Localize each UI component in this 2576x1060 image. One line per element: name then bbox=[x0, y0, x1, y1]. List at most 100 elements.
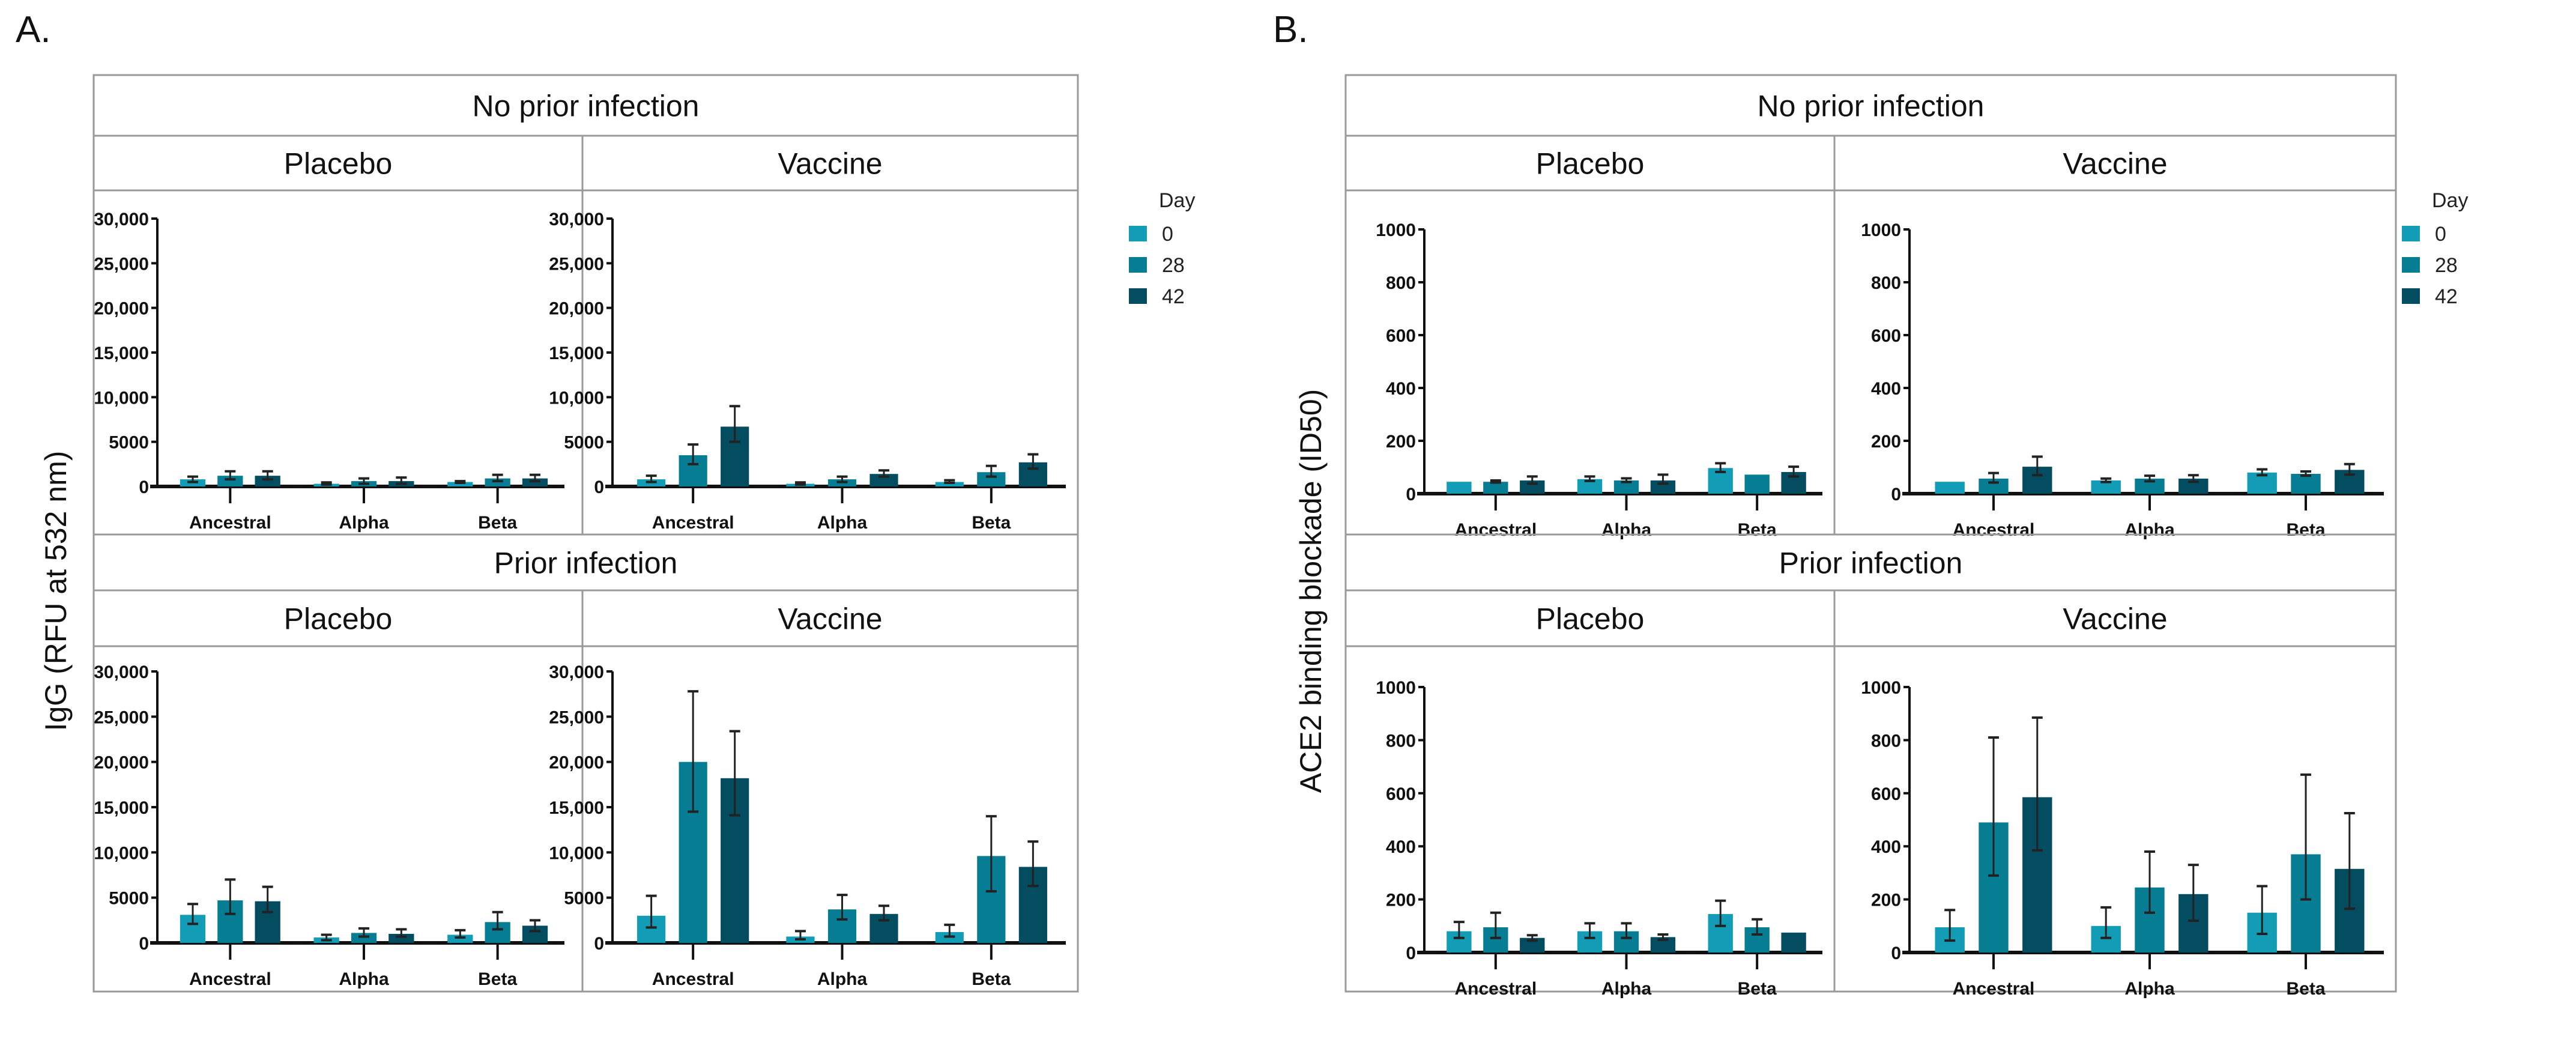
row-strip-title: No prior infection bbox=[473, 89, 700, 123]
y-tick-label: 20,000 bbox=[549, 753, 604, 773]
legend-label: 42 bbox=[2435, 285, 2458, 308]
x-tick-label: Beta bbox=[1738, 520, 1777, 540]
y-tick-label: 0 bbox=[1891, 485, 1901, 504]
y-tick-label: 25,000 bbox=[94, 707, 149, 727]
bar-day-28 bbox=[217, 476, 243, 486]
y-tick-label: 1000 bbox=[1376, 220, 1416, 240]
y-tick-label: 600 bbox=[1871, 326, 1901, 346]
legend-swatch bbox=[2402, 226, 2420, 241]
y-tick-label: 0 bbox=[594, 477, 604, 497]
x-tick-label: Ancestral bbox=[189, 969, 271, 989]
facet-border bbox=[92, 74, 1079, 993]
y-tick-label: 30,000 bbox=[94, 662, 149, 682]
facet-panel: Placebo 0 200 400 600 800 1000 Ancestral Alpha Be… bbox=[1376, 602, 1822, 999]
y-tick-label: 15,000 bbox=[549, 798, 604, 818]
x-tick-label: Alpha bbox=[339, 969, 389, 989]
y-tick-label: 800 bbox=[1871, 731, 1901, 751]
x-tick-label: Beta bbox=[2286, 520, 2325, 540]
x-tick-label: Ancestral bbox=[1454, 979, 1537, 999]
x-tick-label: Ancestral bbox=[189, 513, 271, 533]
facet-panel: Vaccine 0 200 400 600 800 1000 Ancestral Alpha Be… bbox=[1861, 602, 2384, 999]
y-tick-label: 10,000 bbox=[549, 388, 604, 408]
row-strip-title: No prior infection bbox=[1758, 89, 1985, 123]
y-tick-label: 800 bbox=[1871, 273, 1901, 293]
y-tick-label: 5000 bbox=[564, 889, 604, 909]
legend-swatch bbox=[2402, 288, 2420, 304]
column-strip-title: Placebo bbox=[284, 147, 393, 181]
y-tick-label: 0 bbox=[139, 477, 149, 497]
y-tick-label: 15,000 bbox=[549, 344, 604, 363]
legend-label: 42 bbox=[1162, 285, 1185, 308]
y-tick-label: 0 bbox=[1406, 485, 1416, 504]
y-tick-label: 600 bbox=[1386, 326, 1416, 346]
y-tick-label: 0 bbox=[139, 934, 149, 954]
legend-swatch bbox=[1129, 257, 1147, 273]
y-tick-label: 1000 bbox=[1861, 220, 1901, 240]
y-tick-label: 400 bbox=[1871, 837, 1901, 857]
y-axis-label: ACE2 binding blockade (ID50) bbox=[1294, 389, 1328, 793]
y-tick-label: 5000 bbox=[564, 433, 604, 453]
y-tick-label: 1000 bbox=[1376, 678, 1416, 698]
y-tick-label: 800 bbox=[1386, 731, 1416, 751]
bar-day-0 bbox=[1935, 482, 1965, 494]
column-strip-title: Vaccine bbox=[778, 147, 882, 181]
y-tick-label: 15,000 bbox=[94, 798, 149, 818]
y-tick-label: 10,000 bbox=[94, 843, 149, 863]
facet-panel: Vaccine 0 200 400 600 800 1000 Ancestral Alpha Be… bbox=[1861, 147, 2384, 540]
legend-title: Day bbox=[2432, 189, 2468, 212]
bar-day-28 bbox=[485, 478, 510, 486]
bar-day-42 bbox=[1781, 932, 1806, 952]
bar-day-28 bbox=[2291, 474, 2321, 494]
y-tick-label: 400 bbox=[1386, 837, 1416, 857]
legend: Day 0 28 42 bbox=[1129, 189, 1195, 308]
x-tick-label: Ancestral bbox=[1454, 520, 1537, 540]
y-tick-label: 200 bbox=[1871, 432, 1901, 452]
y-tick-label: 20,000 bbox=[94, 299, 149, 319]
x-tick-label: Alpha bbox=[2124, 520, 2175, 540]
bar-day-0 bbox=[447, 934, 473, 943]
column-strip-title: Vaccine bbox=[2063, 147, 2167, 181]
y-tick-label: 30,000 bbox=[549, 662, 604, 682]
y-tick-label: 0 bbox=[594, 934, 604, 954]
x-tick-label: Alpha bbox=[2124, 979, 2175, 999]
facet-panel: Placebo 0 5000 10,000 15,000 20,000 25,000 30,0… bbox=[94, 602, 564, 989]
row-strip-title: Prior infection bbox=[494, 547, 678, 580]
y-tick-label: 30,000 bbox=[94, 210, 149, 229]
legend-swatch bbox=[1129, 288, 1147, 304]
facet-panel: Vaccine 0 5000 10,000 15,000 20,000 25,000 30,0… bbox=[549, 602, 1066, 989]
y-tick-label: 200 bbox=[1386, 891, 1416, 910]
y-tick-label: 25,000 bbox=[549, 707, 604, 727]
y-tick-label: 0 bbox=[1406, 943, 1416, 963]
x-tick-label: Ancestral bbox=[652, 513, 734, 533]
bar-day-28 bbox=[977, 472, 1006, 486]
column-strip-title: Placebo bbox=[1536, 602, 1645, 636]
bar-day-0 bbox=[935, 482, 964, 486]
y-tick-label: 200 bbox=[1386, 432, 1416, 452]
column-strip-title: Placebo bbox=[284, 602, 393, 636]
bar-day-42 bbox=[869, 474, 898, 486]
y-axis-label: IgG (RFU at 532 nm) bbox=[39, 451, 73, 731]
bar-day-42 bbox=[522, 478, 548, 486]
x-tick-label: Beta bbox=[478, 969, 517, 989]
facet-border bbox=[1344, 74, 2397, 993]
bar-day-42 bbox=[255, 476, 280, 486]
x-tick-label: Alpha bbox=[817, 513, 868, 533]
bar-day-0 bbox=[1447, 482, 1472, 494]
y-tick-label: 200 bbox=[1871, 891, 1901, 910]
chart-b: B. ACE2 binding blockade (ID50) No prior i… bbox=[1273, 9, 2468, 999]
y-tick-label: 1000 bbox=[1861, 678, 1901, 698]
facet-panel: Placebo 0 5000 10,000 15,000 20,000 25,000 30,0… bbox=[94, 147, 564, 533]
y-tick-label: 25,000 bbox=[549, 254, 604, 274]
bar-day-28 bbox=[351, 933, 377, 943]
y-tick-label: 5000 bbox=[109, 889, 149, 909]
y-tick-label: 800 bbox=[1386, 273, 1416, 293]
x-tick-label: Alpha bbox=[817, 969, 868, 989]
bar-day-42 bbox=[1650, 480, 1676, 494]
column-strip-title: Vaccine bbox=[2063, 602, 2167, 636]
legend-label: 28 bbox=[1162, 254, 1185, 277]
y-tick-label: 25,000 bbox=[94, 254, 149, 274]
y-tick-label: 0 bbox=[1891, 943, 1901, 963]
legend-swatch bbox=[1129, 226, 1147, 241]
y-tick-label: 600 bbox=[1386, 784, 1416, 804]
y-tick-label: 20,000 bbox=[549, 299, 604, 319]
